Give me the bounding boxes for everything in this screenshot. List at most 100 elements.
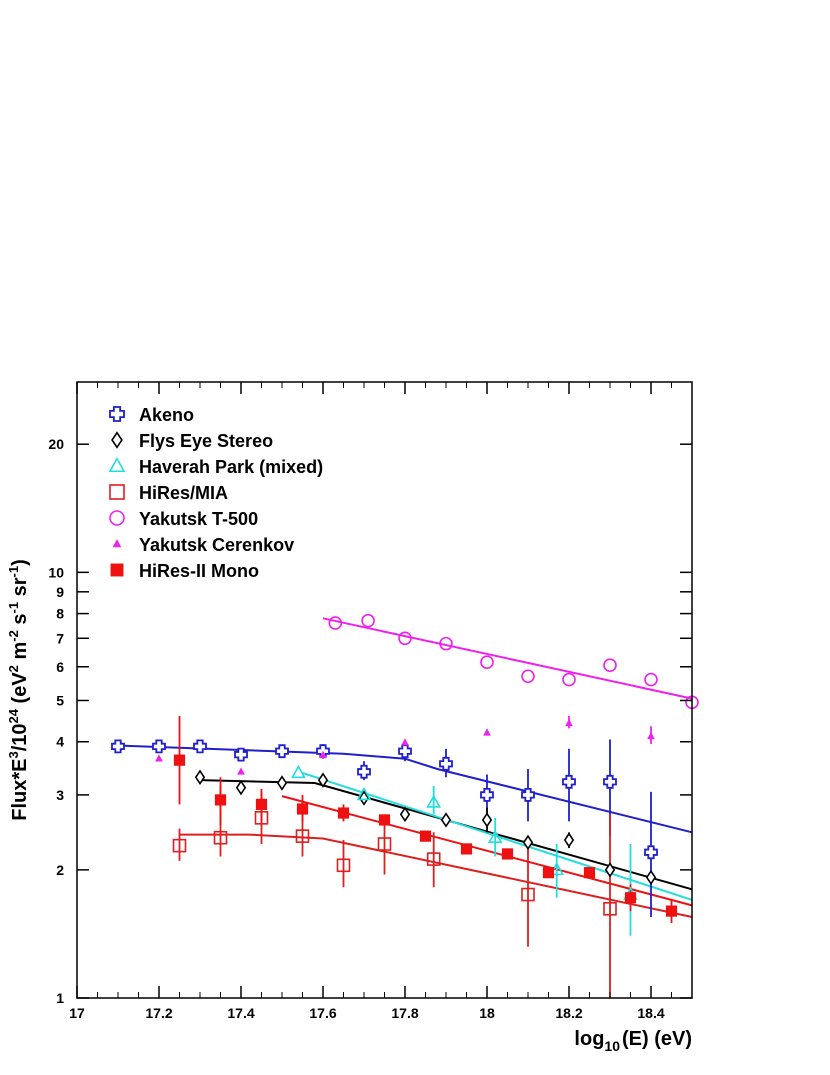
data-point [237,767,245,775]
data-point [155,754,163,762]
legend-marker [109,510,125,526]
data-point [193,739,207,754]
y-axis-label-part: sr [9,577,31,602]
data-point [542,867,555,879]
data-point [336,858,351,873]
data-point [152,739,166,754]
data-point [426,794,442,808]
y-tick-label: 20 [48,436,64,452]
data-point [562,672,576,687]
data-point [439,756,453,771]
y-axis-label-sup: 2 [6,665,21,672]
data-point [501,848,514,860]
data-point [356,786,372,801]
data-point [276,775,288,791]
legend-label: Yakutsk T-500 [139,509,258,529]
data-point [562,774,576,789]
data-point [480,655,494,670]
legend-label: Flys Eye Stereo [139,431,273,451]
y-axis-label-sup: -1 [6,566,21,578]
x-tick-label: 17.2 [145,1005,172,1021]
y-tick-label: 4 [56,734,64,750]
data-point [521,669,535,684]
x-tick-label: 18 [479,1005,495,1021]
x-tick-label: 17.4 [227,1005,254,1021]
data-point [480,788,494,802]
x-axis-label-rest: (E) (eV) [622,1028,692,1050]
y-axis-label-sup: 24 [6,708,21,723]
legend-marker [110,563,124,577]
x-tick-label: 18.2 [555,1005,582,1021]
y-axis-label: Flux*E3/1024 (eV2 m-2 s-1 sr-1) [6,559,31,821]
data-point [426,852,441,866]
y-axis-label-sup: -2 [6,630,21,642]
data-point [172,838,187,853]
data-point [214,794,227,806]
y-axis-label-part: (eV [9,672,31,709]
y-tick-label: 1 [56,990,64,1006]
legend: Akeno Flys Eye Stereo Haverah Park (mixed)… [108,405,323,581]
x-axis-label: log10 (E) (eV) [574,1028,692,1054]
data-markers [111,613,699,917]
x-tick-label: 17.8 [391,1005,418,1021]
data-point [604,862,616,878]
y-axis-ticks: 1 2 3 4 5 6 7 8 9 10 20 [48,436,692,1006]
data-point [398,744,412,759]
y-axis-label-sup: -1 [6,602,21,614]
x-tick-label: 17 [69,1005,85,1021]
y-axis-label-part: Flux*E [9,759,31,821]
data-point [487,829,503,844]
data-point [603,774,617,789]
fit-line [322,617,693,700]
data-point [563,832,575,848]
x-axis-label-sub: 10 [604,1038,620,1054]
x-axis-ticks: 17 17.2 17.4 17.6 17.8 18 18.2 18.4 [69,382,693,1021]
data-point [358,790,370,806]
y-tick-label: 8 [56,606,64,622]
y-tick-label: 5 [56,692,64,708]
data-point [235,779,247,796]
data-point [194,769,206,786]
legend-label: Yakutsk Cerenkov [139,535,294,555]
data-point [377,837,392,851]
data-point [111,739,125,754]
data-point [255,798,268,810]
data-point [401,738,409,746]
legend-marker [111,431,123,449]
legend-marker [108,457,126,473]
data-point [399,806,411,823]
data-point [296,803,309,815]
data-point [398,631,412,646]
y-axis-label-part: s [9,613,31,630]
y-tick-label: 2 [56,862,64,878]
data-point [665,905,678,917]
y-tick-label: 3 [56,787,64,803]
legend-label: Haverah Park (mixed) [139,457,323,477]
fit-line [281,795,693,907]
data-point [521,887,535,902]
legend-marker [109,406,125,422]
data-point [295,829,310,843]
data-point [419,830,432,842]
y-axis-label-part: /10 [9,723,31,751]
data-point [317,772,329,788]
data-point [521,788,535,802]
data-point [522,834,534,851]
data-point [378,814,391,826]
x-tick-label: 17.6 [309,1005,336,1021]
legend-marker [109,484,125,500]
data-point [644,845,658,860]
data-point [439,636,453,651]
y-axis-label-part: m [9,642,31,665]
x-axis-label-base: log [574,1028,604,1050]
data-point [361,613,375,628]
y-axis-label-part: ) [9,559,31,566]
data-point [213,830,228,845]
y-tick-label: 7 [56,630,64,646]
y-axis-label-sup: 3 [6,751,21,758]
x-tick-label: 18.4 [637,1005,664,1021]
fit-lines [117,617,693,918]
data-point [647,731,655,740]
data-point [291,764,306,779]
